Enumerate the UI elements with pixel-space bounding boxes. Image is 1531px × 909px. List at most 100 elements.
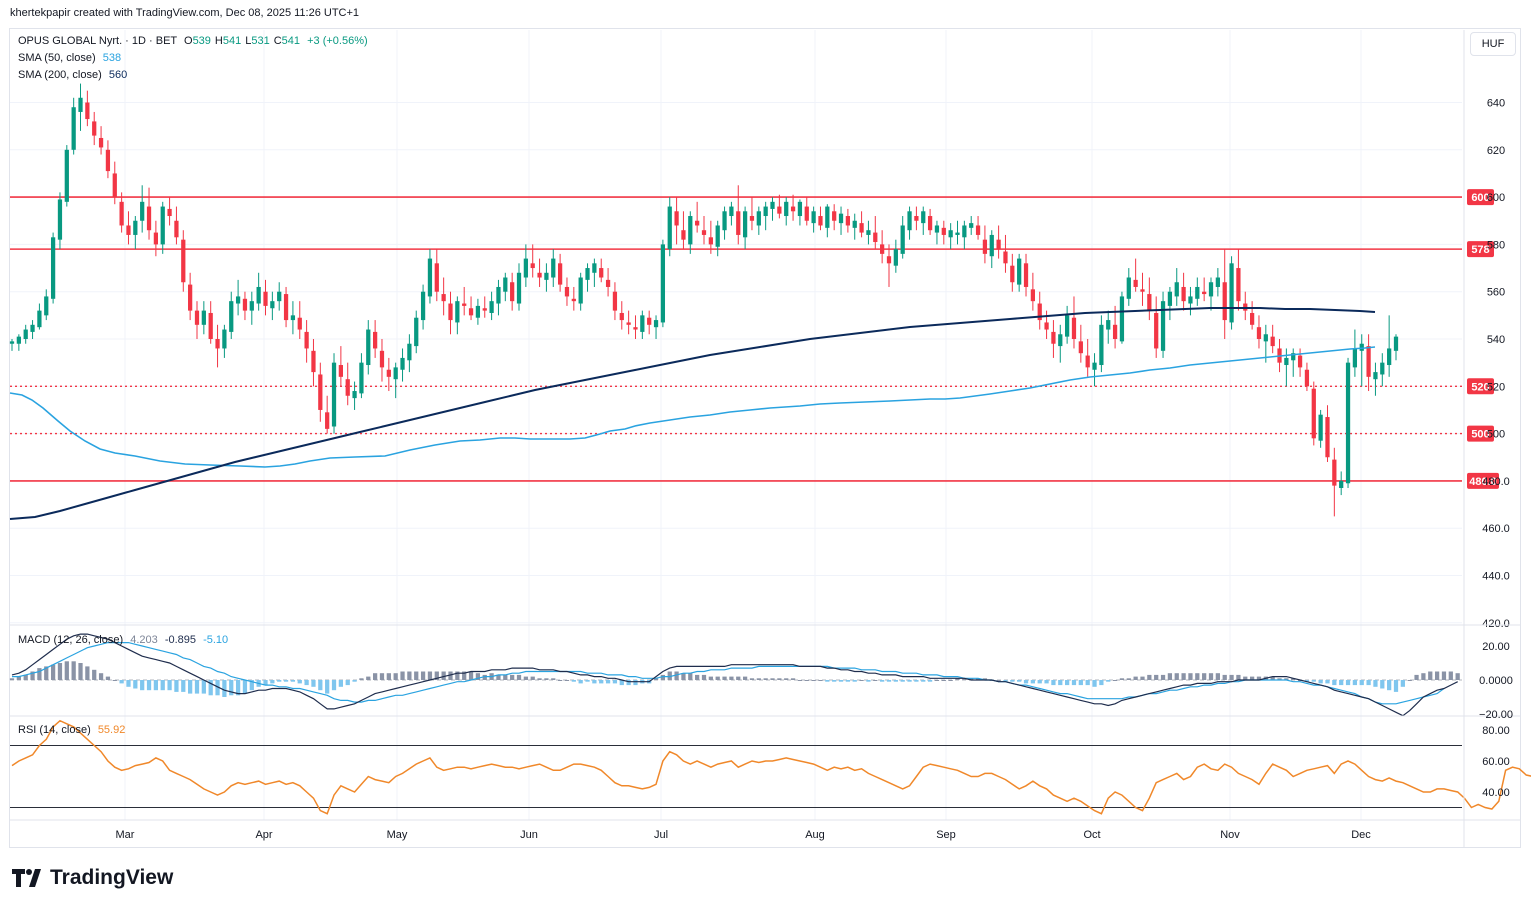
macd-histogram-bar (50, 664, 56, 680)
candle-body (160, 206, 165, 245)
macd-histogram-bar (455, 671, 460, 680)
candle-body (475, 305, 481, 318)
candle-body (379, 350, 385, 368)
tradingview-logo[interactable]: TradingView (12, 866, 173, 890)
macd-histogram-bar (420, 671, 426, 680)
macd-histogram-bar (688, 673, 693, 680)
candle-body (50, 237, 56, 299)
candle-body (1380, 362, 1385, 375)
macd-histogram-bar (880, 680, 885, 682)
macd-histogram-bar (578, 680, 583, 684)
candle-body (955, 232, 960, 235)
macd-histogram-bar (1428, 671, 1433, 680)
macd-histogram-bar (674, 671, 679, 680)
macd-histogram-bar (516, 674, 522, 680)
candle-body (256, 286, 261, 304)
candle-body (119, 201, 124, 226)
macd-y-tick-label: 0.0000 (1479, 675, 1513, 687)
candle-body (414, 317, 419, 347)
candle-body (695, 220, 700, 226)
macd-histogram-bar (1195, 673, 1200, 680)
candle-body (455, 301, 460, 323)
candle-body (23, 329, 28, 339)
macd-histogram-bar (16, 676, 21, 680)
macd-histogram-bar (592, 680, 597, 684)
candle-body (297, 317, 302, 330)
sma50-legend: SMA (50, close) 538 (18, 50, 368, 67)
macd-histogram-bar (742, 676, 748, 680)
axes: 640 620 600 580 560 540 520 500 480.0 460.0 440.0 4… (10, 30, 1520, 848)
candle-body (133, 220, 138, 235)
macd-histogram-bar (955, 678, 960, 680)
candle-body (660, 244, 666, 323)
currency-button[interactable]: HUF (1470, 32, 1516, 56)
y-tick-label: 520 (1487, 381, 1505, 393)
candle-body (1160, 301, 1166, 351)
macd-histogram-bar (215, 680, 220, 696)
y-tick-label: 580 (1487, 239, 1505, 251)
macd-histogram-bar (1167, 673, 1173, 680)
candle-body (1058, 334, 1063, 347)
candle-body (489, 301, 494, 313)
macd-histogram-bar (98, 673, 104, 680)
candle-body (208, 312, 213, 339)
candle-body (1147, 294, 1152, 311)
candle-body (537, 272, 542, 278)
ohlc-c-value: 541 (281, 35, 301, 47)
macd-histogram-bar (153, 680, 159, 691)
ohlc-c: C541 (273, 35, 301, 47)
sma50-value: 538 (102, 52, 122, 64)
macd-line (11, 633, 1458, 717)
ohlc-l-value: 531 (251, 35, 270, 47)
macd-histogram-bar (544, 678, 549, 680)
candle-body (1393, 336, 1399, 351)
macd-signal-value: -5.10 (203, 634, 229, 646)
candle-body (845, 216, 851, 226)
macd-histogram-bar (30, 671, 35, 680)
candle-body (763, 206, 768, 217)
sma200-legend: SMA (200, close) 560 (18, 67, 368, 84)
candle-body (996, 239, 1001, 250)
macd-histogram-bar (729, 676, 734, 680)
macd-histogram-bar (1154, 674, 1159, 680)
macd-histogram-bar (1160, 674, 1166, 680)
candle-body (1284, 357, 1289, 366)
candle-body (736, 211, 741, 235)
macd-y-tick-label: 20.00 (1482, 641, 1510, 653)
macd-histogram-bar (523, 676, 528, 680)
macd-histogram-bar (338, 680, 343, 687)
candle-body (1366, 346, 1371, 377)
macd-histogram-bar (564, 680, 570, 681)
macd-histogram-bar (414, 671, 419, 680)
macd-histogram-bar (181, 680, 186, 692)
candle-body (811, 211, 816, 224)
candle-body (1270, 336, 1275, 347)
macd-histogram-bar (1051, 680, 1056, 686)
candle-body (188, 284, 193, 311)
macd-histogram-bar (160, 680, 165, 691)
candle-body (85, 102, 90, 120)
candle-body (612, 291, 618, 311)
candle-body (592, 263, 597, 273)
macd-histogram-bar (359, 678, 364, 680)
macd-histogram-bar (1133, 676, 1138, 680)
macd-histogram-bar (722, 676, 727, 680)
macd-histogram-bar (852, 680, 857, 682)
macd-histogram-bar (1078, 680, 1083, 686)
macd-histogram-bar (222, 680, 227, 697)
macd-histogram-bar (934, 680, 940, 681)
candle-body (708, 237, 713, 245)
macd-histogram-bar (599, 680, 604, 684)
candle-body (441, 294, 446, 302)
candle-body (318, 374, 323, 410)
candle-body (386, 369, 391, 377)
candle-body (900, 225, 905, 254)
candle-body (1051, 331, 1056, 344)
macd-histogram-bar (44, 666, 49, 680)
level-price-tag (1467, 425, 1494, 442)
price-levels: 600 578 520 500 480.0 (10, 189, 1499, 489)
level-price-label: 500 (1471, 429, 1489, 441)
macd-histogram-bar (468, 671, 474, 680)
macd-histogram-bar (626, 680, 631, 686)
